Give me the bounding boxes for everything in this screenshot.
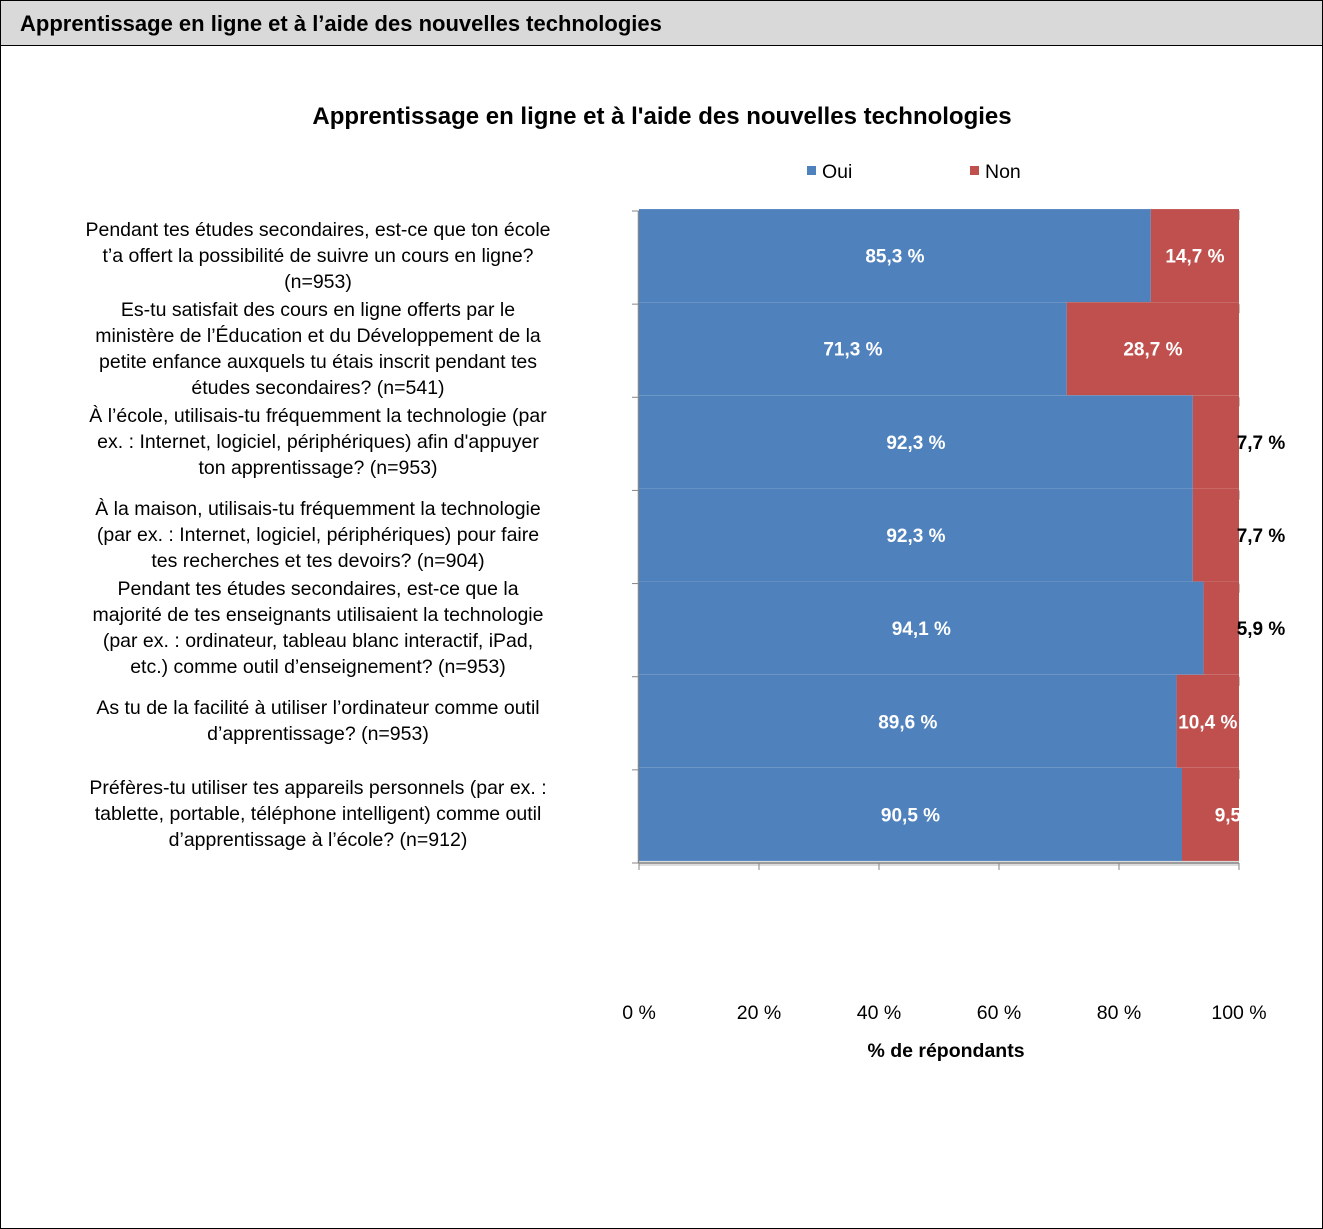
legend-swatch-non bbox=[970, 166, 979, 175]
legend-swatch-oui bbox=[807, 166, 816, 175]
x-tick-label: 100 % bbox=[1211, 1002, 1266, 1024]
bar-non bbox=[1150, 209, 1239, 303]
question-label: Pendant tes études secondaires, est-ce q… bbox=[18, 217, 618, 295]
data-label-oui: 94,1 % bbox=[892, 619, 951, 640]
bar-oui bbox=[639, 395, 1193, 489]
data-label-non: 28,7 % bbox=[1123, 340, 1182, 361]
data-label-oui: 92,3 % bbox=[886, 433, 945, 454]
bar-non bbox=[1176, 674, 1239, 768]
data-label-non: 7,7 % bbox=[1237, 433, 1286, 454]
data-label-non: 14,7 % bbox=[1165, 247, 1224, 268]
question-label-line: Préfères-tu utiliser tes appareils perso… bbox=[89, 777, 547, 800]
bar-non bbox=[1192, 488, 1239, 582]
bar-non bbox=[1203, 581, 1239, 675]
panel-header: Apprentissage en ligne et à l’aide des n… bbox=[1, 1, 1322, 46]
question-label: As tu de la facilité à utiliser l’ordina… bbox=[18, 695, 618, 747]
legend-label-oui: Oui bbox=[822, 161, 852, 183]
question-label-line: t’a offert la possibilité de suivre un c… bbox=[102, 244, 534, 267]
data-label-oui: 71,3 % bbox=[823, 340, 882, 361]
bar-non bbox=[1182, 767, 1239, 861]
question-label-line: tes recherches et tes devoirs? (n=904) bbox=[151, 550, 485, 572]
bar-non bbox=[1192, 395, 1239, 489]
question-label-line: ex. : Internet, logiciel, périphériques)… bbox=[97, 430, 539, 453]
question-label-line: (n=953) bbox=[284, 270, 352, 293]
question-label-line: tablette, portable, téléphone intelligen… bbox=[94, 803, 542, 826]
question-label-line: d’apprentissage? (n=953) bbox=[207, 723, 429, 746]
bar-oui bbox=[639, 767, 1182, 861]
bar-non bbox=[1066, 302, 1239, 396]
x-tick-label: 0 % bbox=[622, 1002, 656, 1024]
question-label: Préfères-tu utiliser tes appareils perso… bbox=[18, 775, 618, 853]
data-label-non: 9,5 % bbox=[1215, 805, 1264, 826]
data-label-oui: 92,3 % bbox=[886, 526, 945, 547]
data-label-oui: 89,6 % bbox=[878, 712, 937, 733]
question-label-line: À la maison, utilisais-tu fréquemment la… bbox=[95, 498, 541, 520]
chart-title: Apprentissage en ligne et à l'aide des n… bbox=[312, 103, 1011, 130]
bar-oui bbox=[639, 674, 1177, 768]
question-label-line: (par ex. : ordinateur, tableau blanc int… bbox=[102, 630, 534, 653]
question-label-line: As tu de la facilité à utiliser l’ordina… bbox=[96, 697, 540, 720]
data-label-oui: 85,3 % bbox=[865, 247, 924, 268]
bar-oui bbox=[639, 581, 1204, 675]
question-label: Es-tu satisfait des cours en ligne offer… bbox=[18, 297, 618, 401]
bar-oui bbox=[639, 302, 1067, 396]
question-label-line: Es-tu satisfait des cours en ligne offer… bbox=[120, 298, 516, 321]
panel-title: Apprentissage en ligne et à l’aide des n… bbox=[20, 11, 662, 36]
question-label: À la maison, utilisais-tu fréquemment la… bbox=[18, 496, 618, 574]
data-label-non: 7,7 % bbox=[1237, 526, 1286, 547]
bar-oui bbox=[639, 209, 1151, 303]
question-label: Pendant tes études secondaires, est-ce q… bbox=[18, 576, 618, 680]
bar-oui bbox=[639, 488, 1193, 582]
question-label-line: À l’école, utilisais-tu fréquemment la t… bbox=[89, 404, 547, 427]
legend-label-non: Non bbox=[985, 161, 1021, 183]
question-label-line: Pendant tes études secondaires, est-ce q… bbox=[85, 218, 551, 241]
question-label-line: d’apprentissage à l’école? (n=912) bbox=[168, 829, 468, 852]
x-tick-label: 20 % bbox=[737, 1002, 781, 1024]
question-label-line: études secondaires? (n=541) bbox=[191, 376, 445, 399]
data-label-oui: 90,5 % bbox=[881, 805, 940, 826]
x-axis-label: % de répondants bbox=[867, 1040, 1024, 1062]
x-tick-label: 80 % bbox=[1097, 1002, 1141, 1024]
data-label-non: 10,4 % bbox=[1178, 712, 1237, 733]
question-label-line: etc.) comme outil d’enseignement? (n=953… bbox=[130, 656, 506, 679]
question-label-line: (par ex. : Internet, logiciel, périphéri… bbox=[96, 524, 540, 546]
data-label-non: 5,9 % bbox=[1237, 619, 1286, 640]
x-tick-label: 60 % bbox=[977, 1002, 1021, 1024]
question-label-line: ton apprentissage? (n=953) bbox=[198, 456, 438, 479]
question-label-line: Pendant tes études secondaires, est-ce q… bbox=[117, 578, 519, 601]
question-label-line: petite enfance auxquels tu étais inscrit… bbox=[99, 350, 537, 373]
x-tick-label: 40 % bbox=[857, 1002, 901, 1024]
question-label-line: majorité de tes enseignants utilisaient … bbox=[92, 604, 544, 627]
question-label-line: ministère de l’Éducation et du Développe… bbox=[95, 324, 541, 347]
question-label: À l’école, utilisais-tu fréquemment la t… bbox=[18, 403, 618, 481]
stacked-bar-chart: Apprentissage en ligne et à l'aide des n… bbox=[312, 103, 1286, 1062]
